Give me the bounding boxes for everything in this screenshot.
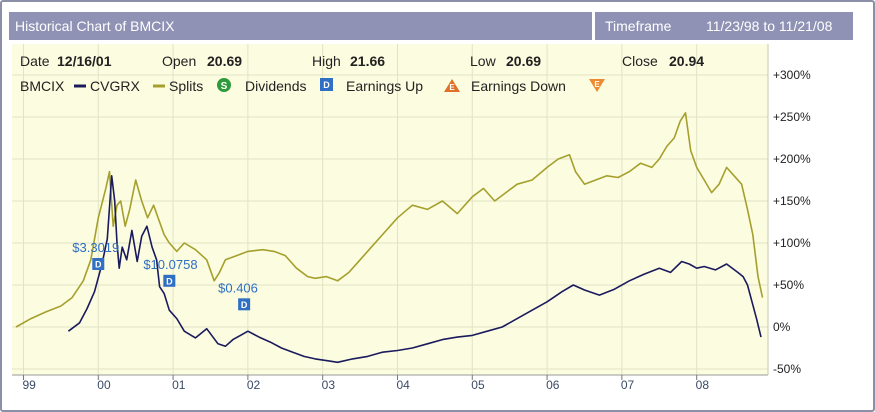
plot-area[interactable] xyxy=(12,44,768,375)
splits-icon: S xyxy=(217,78,231,92)
dividend-amount-label: $0.406 xyxy=(218,280,258,295)
earnings-down-icon: E xyxy=(589,79,605,92)
dividend-marker-letter: D xyxy=(241,300,248,310)
dividend-amount-label: $10.0758 xyxy=(143,257,197,272)
chart-header: Historical Chart of BMCIX Timeframe 11/2… xyxy=(9,12,853,40)
x-tick-label: 07 xyxy=(621,378,635,392)
x-axis-ticks: 99 00 01 02 03 04 05 06 07 08 xyxy=(22,375,709,392)
y-tick-label: +150% xyxy=(773,194,811,208)
x-tick-label: 06 xyxy=(546,378,560,392)
ohlc-low-value: 20.69 xyxy=(506,53,541,69)
x-tick-label: 04 xyxy=(396,378,410,392)
earnings-up-icon: E xyxy=(444,79,460,92)
chart-title: Historical Chart of BMCIX xyxy=(15,18,175,34)
legend-bmcix[interactable]: BMCIX xyxy=(20,78,65,94)
x-tick-label: 00 xyxy=(97,378,111,392)
ohlc-high-label: High xyxy=(312,53,341,69)
dividend-marker[interactable]: D $0.406 xyxy=(218,280,258,311)
series-line-bmcix[interactable] xyxy=(67,175,762,364)
y-tick-label: -50% xyxy=(773,362,801,376)
svg-text:D: D xyxy=(323,80,330,90)
svg-text:E: E xyxy=(594,80,600,89)
ohlc-date-value: 12/16/01 xyxy=(57,53,112,69)
ohlc-open-label: Open xyxy=(162,53,196,69)
dividend-amount-label: $3.3019 xyxy=(72,240,119,255)
legend-dividends[interactable]: Dividends xyxy=(245,78,306,94)
ohlc-high-value: 21.66 xyxy=(350,53,385,69)
legend-earnings-down[interactable]: Earnings Down xyxy=(471,78,566,94)
series-lines xyxy=(15,112,764,364)
ohlc-close-label: Close xyxy=(622,53,658,69)
series-line-cvgrx[interactable] xyxy=(15,112,764,328)
y-tick-label: +250% xyxy=(773,110,811,124)
dividend-marker-box[interactable] xyxy=(238,298,251,311)
dividend-marker-box[interactable] xyxy=(163,274,176,287)
svg-text:E: E xyxy=(449,83,455,92)
x-tick-label: 03 xyxy=(322,378,336,392)
x-tick-label: 02 xyxy=(247,378,261,392)
y-tick-label: +50% xyxy=(773,278,804,292)
dividend-markers: D $3.3019 D $10.0758 D $0.406 xyxy=(72,240,258,311)
dividend-marker[interactable]: D $3.3019 xyxy=(72,240,119,270)
x-tick-label: 01 xyxy=(172,378,186,392)
dividend-marker-letter: D xyxy=(166,276,173,286)
y-axis-ticks: -50% 0% +50% +100% +150% +200% +250% +300% xyxy=(773,68,811,376)
svg-text:S: S xyxy=(221,81,228,92)
legend-splits[interactable]: Splits xyxy=(169,78,203,94)
ohlc-date-label: Date xyxy=(20,53,50,69)
ohlc-open-value: 20.69 xyxy=(207,53,242,69)
x-tick-label: 05 xyxy=(471,378,485,392)
dividends-icon: D xyxy=(320,78,333,91)
dividend-marker-letter: D xyxy=(95,260,102,270)
legend-earnings-up[interactable]: Earnings Up xyxy=(346,78,423,94)
timeframe-range[interactable]: 11/23/98 to 11/21/08 xyxy=(706,18,833,34)
x-axis-area xyxy=(12,375,853,395)
x-tick-label: 99 xyxy=(22,378,36,392)
dividend-marker[interactable]: D $10.0758 xyxy=(143,257,198,287)
header-divider xyxy=(592,12,595,40)
y-tick-label: 0% xyxy=(773,320,791,334)
x-tick-label: 08 xyxy=(696,378,710,392)
y-axis-area xyxy=(768,44,853,375)
ohlc-low-label: Low xyxy=(470,53,497,69)
timeframe-label: Timeframe xyxy=(605,18,672,34)
y-tick-label: +200% xyxy=(773,152,811,166)
dividend-marker-box[interactable] xyxy=(92,258,105,270)
y-tick-label: +100% xyxy=(773,236,811,250)
y-tick-label: +300% xyxy=(773,68,811,82)
legend-cvgrx[interactable]: CVGRX xyxy=(90,78,140,94)
ohlc-close-value: 20.94 xyxy=(669,53,704,69)
grid-lines xyxy=(12,44,768,375)
